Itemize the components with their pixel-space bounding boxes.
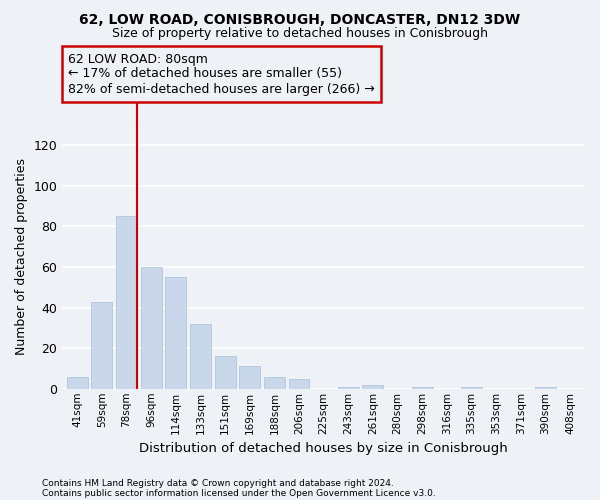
Bar (289, 378, 310, 389)
Text: Size of property relative to detached houses in Conisbrough: Size of property relative to detached ho… (112, 28, 488, 40)
Text: 62, LOW ROAD, CONISBROUGH, DONCASTER, DN12 3DW: 62, LOW ROAD, CONISBROUGH, DONCASTER, DN… (79, 12, 521, 26)
Bar (140, 267, 161, 389)
Bar (215, 356, 236, 389)
Bar (535, 386, 556, 389)
Text: 62 LOW ROAD: 80sqm
← 17% of detached houses are smaller (55)
82% of semi-detache: 62 LOW ROAD: 80sqm ← 17% of detached hou… (68, 52, 375, 96)
Text: Contains public sector information licensed under the Open Government Licence v3: Contains public sector information licen… (42, 488, 436, 498)
Bar (362, 384, 383, 389)
Y-axis label: Number of detached properties: Number of detached properties (15, 158, 28, 356)
Text: Contains HM Land Registry data © Crown copyright and database right 2024.: Contains HM Land Registry data © Crown c… (42, 478, 394, 488)
Bar (412, 386, 433, 389)
Bar (165, 277, 186, 389)
Bar (67, 376, 88, 389)
Bar (338, 386, 359, 389)
Bar (116, 216, 137, 389)
Bar (264, 376, 285, 389)
Bar (190, 324, 211, 389)
Bar (239, 366, 260, 389)
Bar (461, 386, 482, 389)
X-axis label: Distribution of detached houses by size in Conisbrough: Distribution of detached houses by size … (139, 442, 508, 455)
Bar (91, 302, 112, 389)
